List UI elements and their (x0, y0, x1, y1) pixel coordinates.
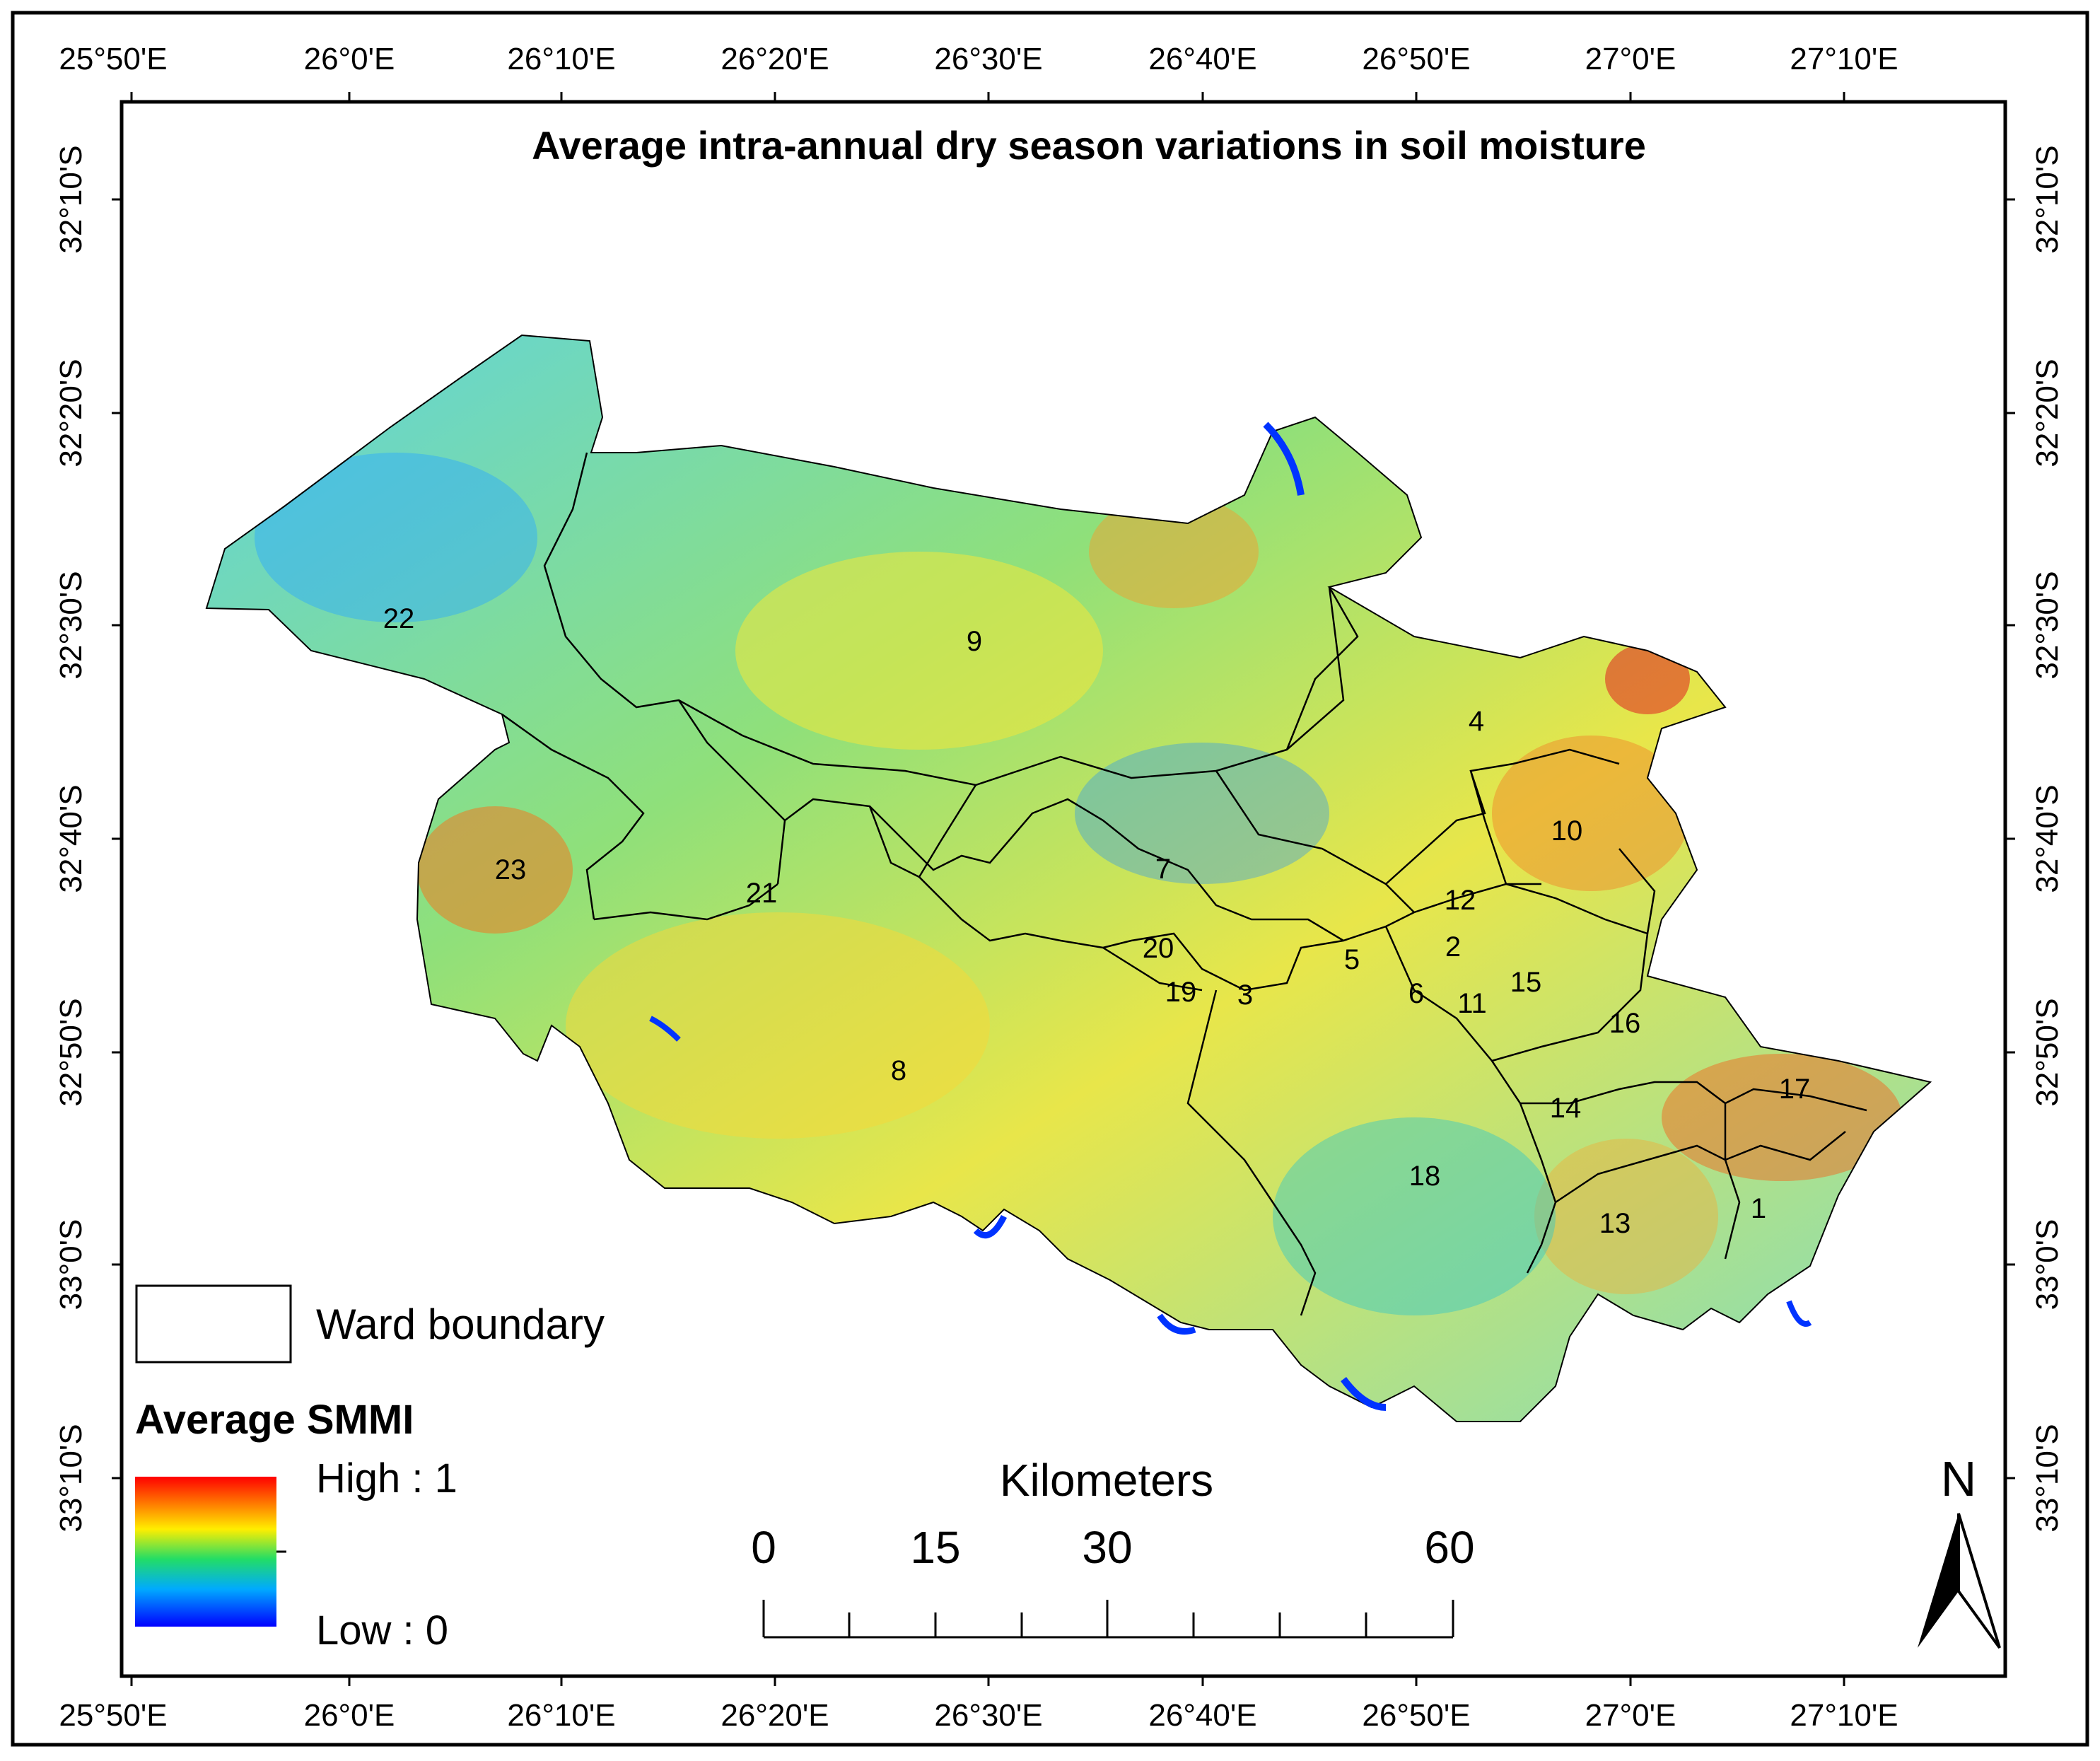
right-lat-label: 32°10'S (2030, 145, 2065, 253)
bottom-lon-label: 26°50'E (1362, 1698, 1470, 1733)
ward-label-18: 18 (1409, 1161, 1441, 1192)
ward-label-12: 12 (1445, 885, 1476, 916)
map-title: Average intra-annual dry season variatio… (532, 123, 1646, 168)
north-label: N (1941, 1451, 1977, 1506)
bottom-lon-label: 26°10'E (507, 1698, 615, 1733)
scale-bar-labels: 0 15 30 60 (751, 1522, 1474, 1573)
north-arrow-icon (1918, 1513, 2001, 1649)
scale-bar (762, 1600, 1454, 1639)
bottom-lon-label: 27°10'E (1790, 1698, 1898, 1733)
ward-label-8: 8 (891, 1055, 906, 1086)
ward-label-22: 22 (383, 603, 415, 634)
top-lon-label: 26°40'E (1148, 42, 1256, 76)
right-tick-marks (2005, 198, 2015, 1480)
bottom-lon-label: 25°50'E (59, 1698, 167, 1733)
right-latitude-labels: 32°10'S 32°20'S 32°30'S 32°40'S 32°50'S … (2030, 145, 2065, 1532)
top-lon-label: 26°20'E (721, 42, 829, 76)
scale-tick-label: 30 (1082, 1522, 1132, 1573)
right-lat-label: 32°50'S (2030, 998, 2065, 1106)
left-lat-label: 32°40'S (54, 784, 88, 893)
ward-label-15: 15 (1510, 967, 1542, 998)
top-lon-label: 26°0'E (304, 42, 395, 76)
bottom-lon-label: 26°0'E (304, 1698, 395, 1733)
scale-bar-unit: Kilometers (1000, 1455, 1213, 1506)
ward-boundaries (501, 452, 1867, 1316)
ward-label-16: 16 (1609, 1008, 1641, 1039)
bottom-lon-label: 27°0'E (1585, 1698, 1676, 1733)
ward-label-17: 17 (1779, 1074, 1811, 1105)
bottom-longitude-labels: 25°50'E 26°0'E 26°10'E 26°20'E 26°30'E 2… (59, 1698, 1898, 1733)
top-tick-marks (130, 92, 1845, 102)
right-lat-label: 32°30'S (2030, 571, 2065, 679)
ward-label-20: 20 (1143, 933, 1174, 964)
right-lat-label: 33°0'S (2030, 1219, 2065, 1310)
ward-label-9: 9 (967, 626, 982, 657)
ward-label-13: 13 (1599, 1208, 1631, 1239)
smmi-color-ramp (135, 1477, 276, 1627)
left-lat-label: 32°10'S (54, 145, 88, 253)
top-lon-label: 27°0'E (1585, 42, 1676, 76)
right-lat-label: 33°10'S (2030, 1424, 2065, 1532)
ward-label-23: 23 (495, 854, 527, 885)
top-lon-label: 26°30'E (934, 42, 1042, 76)
left-lat-label: 32°30'S (54, 571, 88, 679)
ward-label-4: 4 (1469, 706, 1484, 737)
scale-tick-label: 15 (910, 1522, 960, 1573)
ward-boundary-swatch (135, 1284, 292, 1364)
bottom-lon-label: 26°30'E (934, 1698, 1042, 1733)
top-lon-label: 25°50'E (59, 42, 167, 76)
top-lon-label: 26°50'E (1362, 42, 1470, 76)
bottom-tick-marks (130, 1676, 1845, 1686)
ward-label-5: 5 (1344, 944, 1360, 975)
top-lon-label: 26°10'E (507, 42, 615, 76)
ward-label-14: 14 (1550, 1093, 1582, 1124)
right-lat-label: 32°20'S (2030, 359, 2065, 467)
ward-label-10: 10 (1551, 815, 1583, 847)
left-lat-label: 33°10'S (54, 1424, 88, 1532)
ward-label-7: 7 (1155, 854, 1171, 885)
smmi-low-label: Low : 0 (316, 1608, 448, 1654)
ward-labels: 1 2 3 4 5 6 7 8 9 10 11 12 13 14 15 16 1… (383, 603, 1811, 1239)
ward-label-3: 3 (1237, 980, 1253, 1011)
left-lat-label: 32°20'S (54, 359, 88, 467)
ward-label-11: 11 (1457, 988, 1487, 1019)
scale-tick-label: 0 (751, 1522, 776, 1573)
left-lat-label: 33°0'S (54, 1219, 88, 1310)
top-lon-label: 27°10'E (1790, 42, 1898, 76)
right-lat-label: 32°40'S (2030, 784, 2065, 893)
ward-label-19: 19 (1165, 977, 1197, 1008)
ward-label-2: 2 (1445, 931, 1461, 963)
scale-tick-label: 60 (1424, 1522, 1474, 1573)
ward-label-21: 21 (746, 878, 778, 909)
smmi-legend-title: Average SMMI (135, 1397, 414, 1443)
ward-label-6: 6 (1408, 978, 1424, 1009)
bottom-lon-label: 26°20'E (721, 1698, 829, 1733)
top-longitude-labels: 25°50'E 26°0'E 26°10'E 26°20'E 26°30'E 2… (59, 42, 1898, 76)
left-lat-label: 32°50'S (54, 998, 88, 1106)
ward-label-1: 1 (1751, 1193, 1766, 1224)
bottom-lon-label: 26°40'E (1148, 1698, 1256, 1733)
left-tick-marks (112, 198, 122, 1480)
left-latitude-labels: 32°10'S 32°20'S 32°30'S 32°40'S 32°50'S … (54, 145, 88, 1532)
smmi-high-label: High : 1 (316, 1455, 457, 1501)
ward-boundary-label: Ward boundary (316, 1301, 605, 1348)
